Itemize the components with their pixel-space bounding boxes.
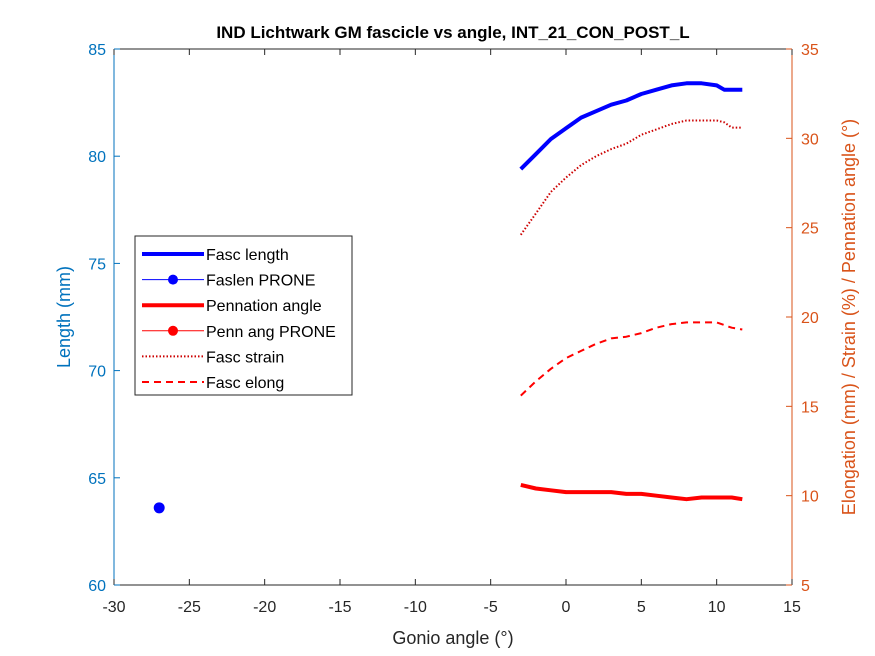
x-tick-label: -20	[253, 599, 276, 616]
right-y-tick-label: 20	[801, 310, 819, 327]
series-layer	[153, 81, 743, 514]
x-tick-label: 5	[637, 599, 646, 616]
legend-box	[134, 235, 353, 396]
x-axis-label: Gonio angle (°)	[392, 628, 513, 648]
x-tick-label: 0	[562, 599, 571, 616]
x-tick-label: -10	[404, 599, 427, 616]
right-y-tick-label: 5	[801, 578, 810, 595]
pennation-angle-line	[520, 482, 743, 502]
faslen-prone-point	[153, 502, 165, 514]
right-y-tick-label: 25	[801, 221, 819, 238]
x-tick-label: -5	[484, 599, 498, 616]
left-y-tick-label: 70	[88, 364, 106, 381]
left-y-tick-label: 80	[88, 149, 106, 166]
legend-label-fasc-length: Fasc length	[206, 247, 289, 264]
x-tick-label: 15	[783, 599, 801, 616]
legend-marker-penn-ang-prone	[168, 325, 178, 336]
x-tick-label: -15	[328, 599, 351, 616]
legend-label-fasc-strain: Fasc strain	[206, 349, 284, 366]
legend-items: Fasc length Faslen PRONE Pennation angle Pe…	[142, 247, 336, 392]
right-y-tick-label: 15	[801, 399, 819, 416]
x-tick-label: -25	[178, 599, 201, 616]
legend-label-fasc-elong: Fasc elong	[206, 375, 284, 392]
legend: Fasc length Faslen PRONE Pennation angle Pe…	[134, 235, 353, 396]
x-tick-label: -30	[102, 599, 125, 616]
left-y-tick-label: 65	[88, 471, 106, 488]
fasc-elong-line	[520, 321, 743, 397]
left-y-tick-label: 85	[88, 42, 106, 59]
x-tick-label: 10	[708, 599, 726, 616]
right-y-tick-label: 10	[801, 489, 819, 506]
legend-marker-faslen-prone	[168, 274, 178, 285]
ticks-layer: -30 -25 -20 -15 -10 -5 0 5 10 15 60 65 70 75 80 85 5 10 15…	[88, 42, 819, 616]
right-y-tick-label: 30	[801, 131, 819, 148]
legend-label-pennation-angle: Pennation angle	[206, 298, 322, 315]
legend-label-penn-ang-prone: Penn ang PRONE	[206, 324, 336, 341]
left-y-tick-label: 60	[88, 578, 106, 595]
right-axis-label: Elongation (mm) / Strain (%) / Pennation…	[839, 119, 859, 515]
left-y-tick-label: 75	[88, 256, 106, 273]
fasc-length-line	[519, 81, 743, 171]
right-y-tick-label: 35	[801, 42, 819, 59]
legend-label-faslen-prone: Faslen PRONE	[206, 273, 315, 290]
chart-title: IND Lichtwark GM fascicle vs angle, INT_…	[216, 23, 689, 42]
left-axis-label: Length (mm)	[54, 266, 74, 368]
